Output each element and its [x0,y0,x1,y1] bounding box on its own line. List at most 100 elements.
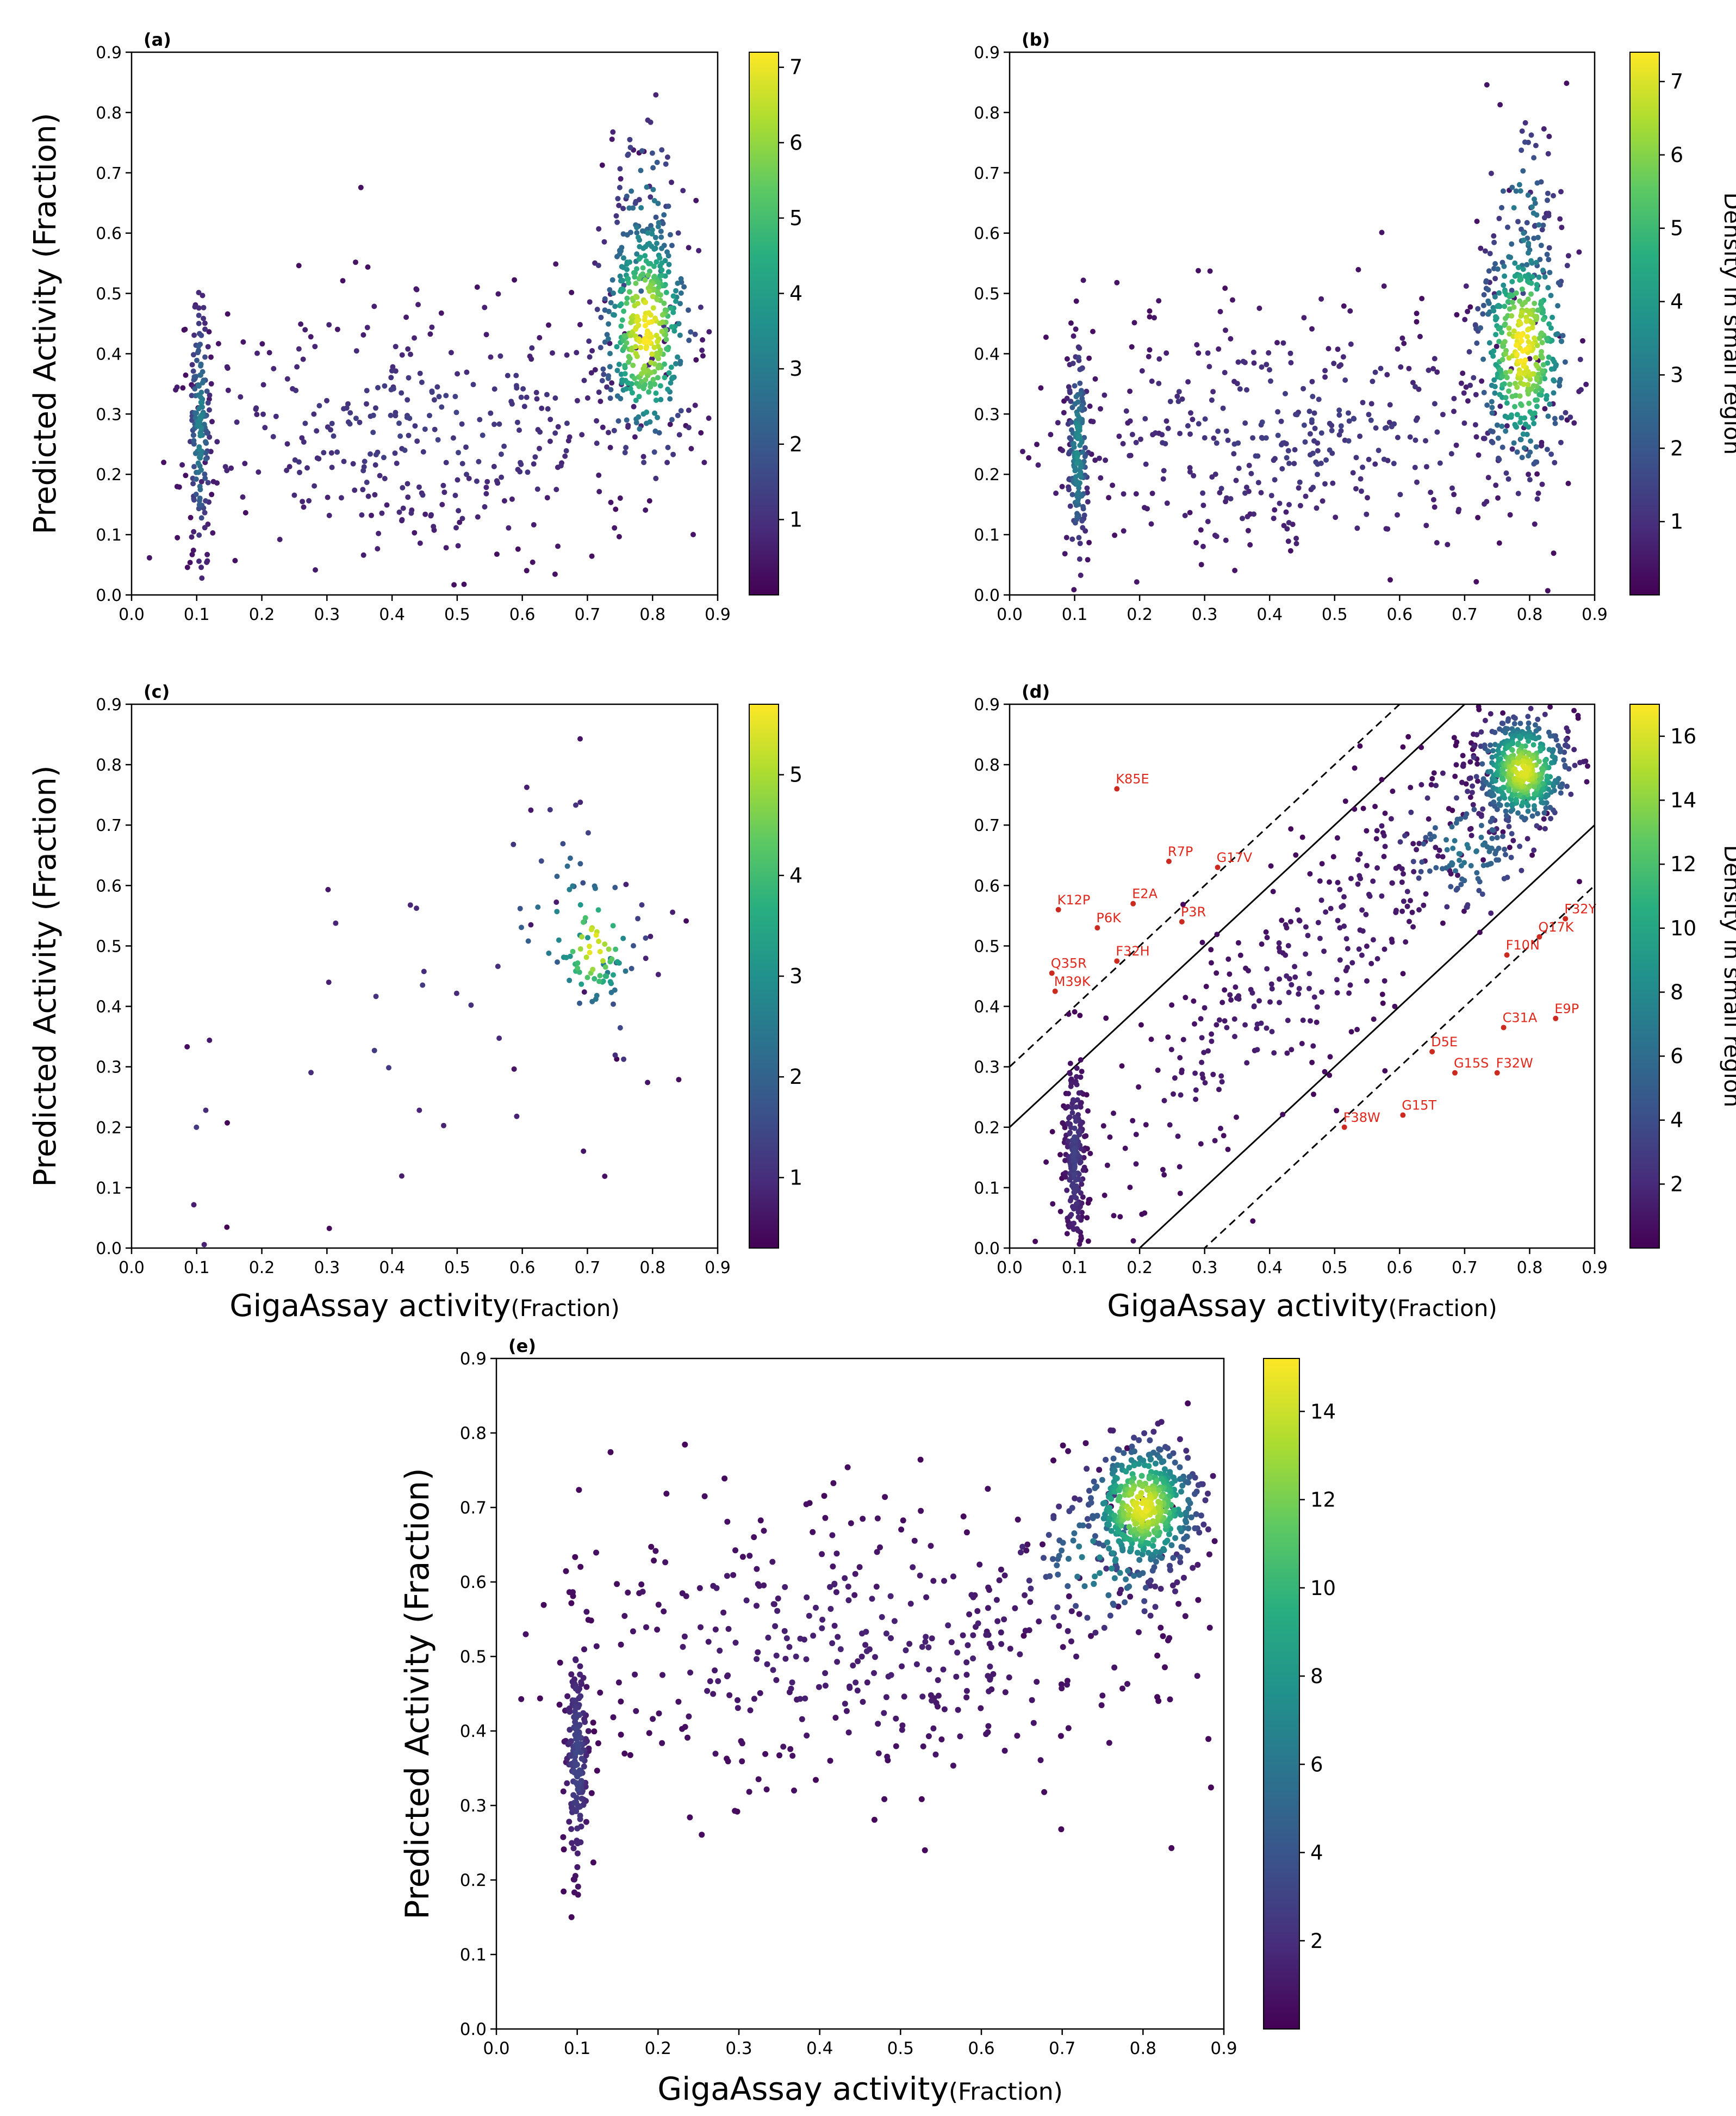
data-point [1542,826,1548,831]
data-point [540,1602,547,1608]
x-tick-label: 0.9 [1582,605,1608,624]
data-point [1096,1540,1102,1547]
data-point [1084,485,1090,491]
data-point [1485,475,1491,481]
data-point [1521,381,1527,387]
data-point [1558,189,1564,195]
data-point [1490,439,1496,445]
data-point [1521,771,1527,777]
x-tick-label: 0.7 [575,1258,601,1277]
data-point [198,361,204,367]
data-point [1073,326,1079,332]
data-point [1419,859,1425,865]
data-point [414,438,420,444]
data-point [1135,1629,1142,1635]
data-point [1225,956,1231,962]
data-point [546,322,551,328]
colorbar-tick-label: 14 [1310,1400,1336,1423]
y-tick-label: 0.6 [460,1573,487,1592]
panel-label: (c) [144,681,170,702]
data-point [1499,357,1505,363]
data-point [1446,806,1452,811]
data-point [649,356,655,361]
data-point [1523,314,1529,320]
data-point [1209,1031,1215,1037]
data-point [1359,907,1365,913]
data-point [1064,356,1070,362]
data-point [1244,1060,1250,1066]
y-tick-label: 0.2 [96,466,122,485]
x-tick-label: 0.5 [444,605,470,624]
data-point [994,1618,1001,1624]
data-point [832,1715,839,1721]
data-point [1098,475,1104,481]
y-tick-label: 0.9 [96,44,122,63]
data-point [1386,419,1392,425]
data-point [1515,219,1521,225]
data-point [806,1612,812,1619]
data-point [1492,778,1498,784]
data-point [830,1480,837,1486]
data-point [1527,376,1533,382]
data-point [587,299,593,305]
colorbar-tick-label: 4 [1670,1108,1683,1132]
data-point [394,461,400,466]
data-point [617,166,623,172]
data-point [517,469,523,475]
data-point [622,363,628,369]
data-point [1521,445,1527,451]
data-point [1214,1022,1219,1028]
reference-line-4 [1203,884,1595,1248]
data-point [1473,392,1479,398]
y-tick-label: 0.0 [96,586,122,605]
data-point [1177,1055,1183,1060]
data-point [1092,457,1098,463]
data-point [568,1826,575,1832]
data-point [918,1507,924,1514]
data-point [1537,257,1543,263]
data-point [623,882,629,888]
data-point [1184,1533,1190,1540]
data-point [1548,816,1554,822]
data-point [1074,1201,1080,1207]
data-point [1461,420,1467,426]
data-point [397,433,403,439]
data-point [1116,433,1122,439]
data-point [638,167,644,173]
data-point [891,1618,898,1624]
data-point [1056,1623,1062,1629]
data-point [1163,350,1169,356]
data-point [1331,361,1337,367]
data-point [1196,421,1202,427]
data-point [1430,366,1436,371]
data-point [1179,1482,1186,1489]
data-point [1175,1600,1182,1607]
data-point [649,351,655,357]
data-point [1516,370,1522,376]
data-point [527,353,533,359]
data-point [1026,455,1032,461]
data-point [1050,1515,1057,1522]
data-point [1167,1696,1173,1703]
data-point [1149,491,1155,497]
data-point [324,398,329,404]
x-tick-label: 0.3 [314,1258,340,1277]
data-point [641,383,647,389]
data-point [1513,188,1519,194]
data-point [888,1635,894,1641]
data-point [408,351,413,357]
data-point [649,227,655,233]
data-point [1542,274,1548,280]
data-point [207,392,213,398]
data-point [1121,1510,1127,1516]
data-point [455,371,461,377]
data-point [1433,845,1439,851]
data-point [595,907,601,913]
data-point [509,496,515,502]
data-point [193,492,199,497]
data-point [1526,280,1532,286]
data-point [1069,1110,1075,1116]
panel-a: 0.0 0.1 0.2 0.3 0.4 0.5 0.6 0.7 0.8 0.90.00.10.20… [28,29,802,624]
data-point [291,492,297,498]
data-point [1292,974,1298,980]
